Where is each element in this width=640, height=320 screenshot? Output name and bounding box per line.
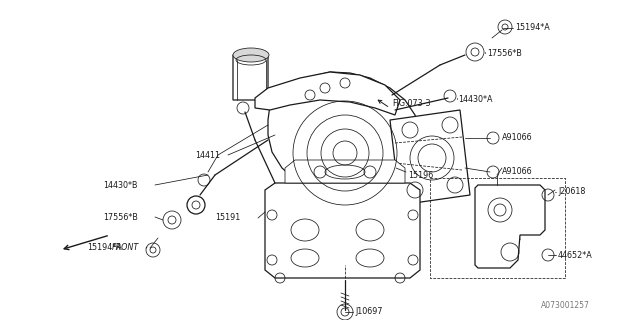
Polygon shape: [390, 110, 470, 205]
Text: A91066: A91066: [502, 133, 532, 142]
Ellipse shape: [233, 48, 269, 62]
Polygon shape: [233, 55, 268, 100]
Text: 44652*A: 44652*A: [558, 251, 593, 260]
Polygon shape: [475, 185, 545, 268]
Polygon shape: [268, 72, 420, 193]
Text: 14430*B: 14430*B: [103, 180, 138, 189]
Text: J10697: J10697: [355, 308, 383, 316]
Text: FIG.073-3: FIG.073-3: [392, 99, 431, 108]
Text: 15196: 15196: [408, 171, 433, 180]
Text: 14411: 14411: [195, 150, 220, 159]
Polygon shape: [265, 183, 420, 278]
Text: 15194*A: 15194*A: [515, 23, 550, 33]
Text: FRONT: FRONT: [112, 244, 140, 252]
Polygon shape: [285, 160, 405, 183]
Text: 15194*A: 15194*A: [87, 243, 122, 252]
Text: 14430*A: 14430*A: [458, 94, 493, 103]
Text: A073001257: A073001257: [541, 301, 590, 310]
Text: J20618: J20618: [558, 188, 586, 196]
Text: A91066: A91066: [502, 167, 532, 177]
Text: 17556*B: 17556*B: [103, 212, 138, 221]
Text: 17556*B: 17556*B: [487, 49, 522, 58]
Text: 15191: 15191: [215, 213, 240, 222]
Polygon shape: [255, 72, 400, 115]
